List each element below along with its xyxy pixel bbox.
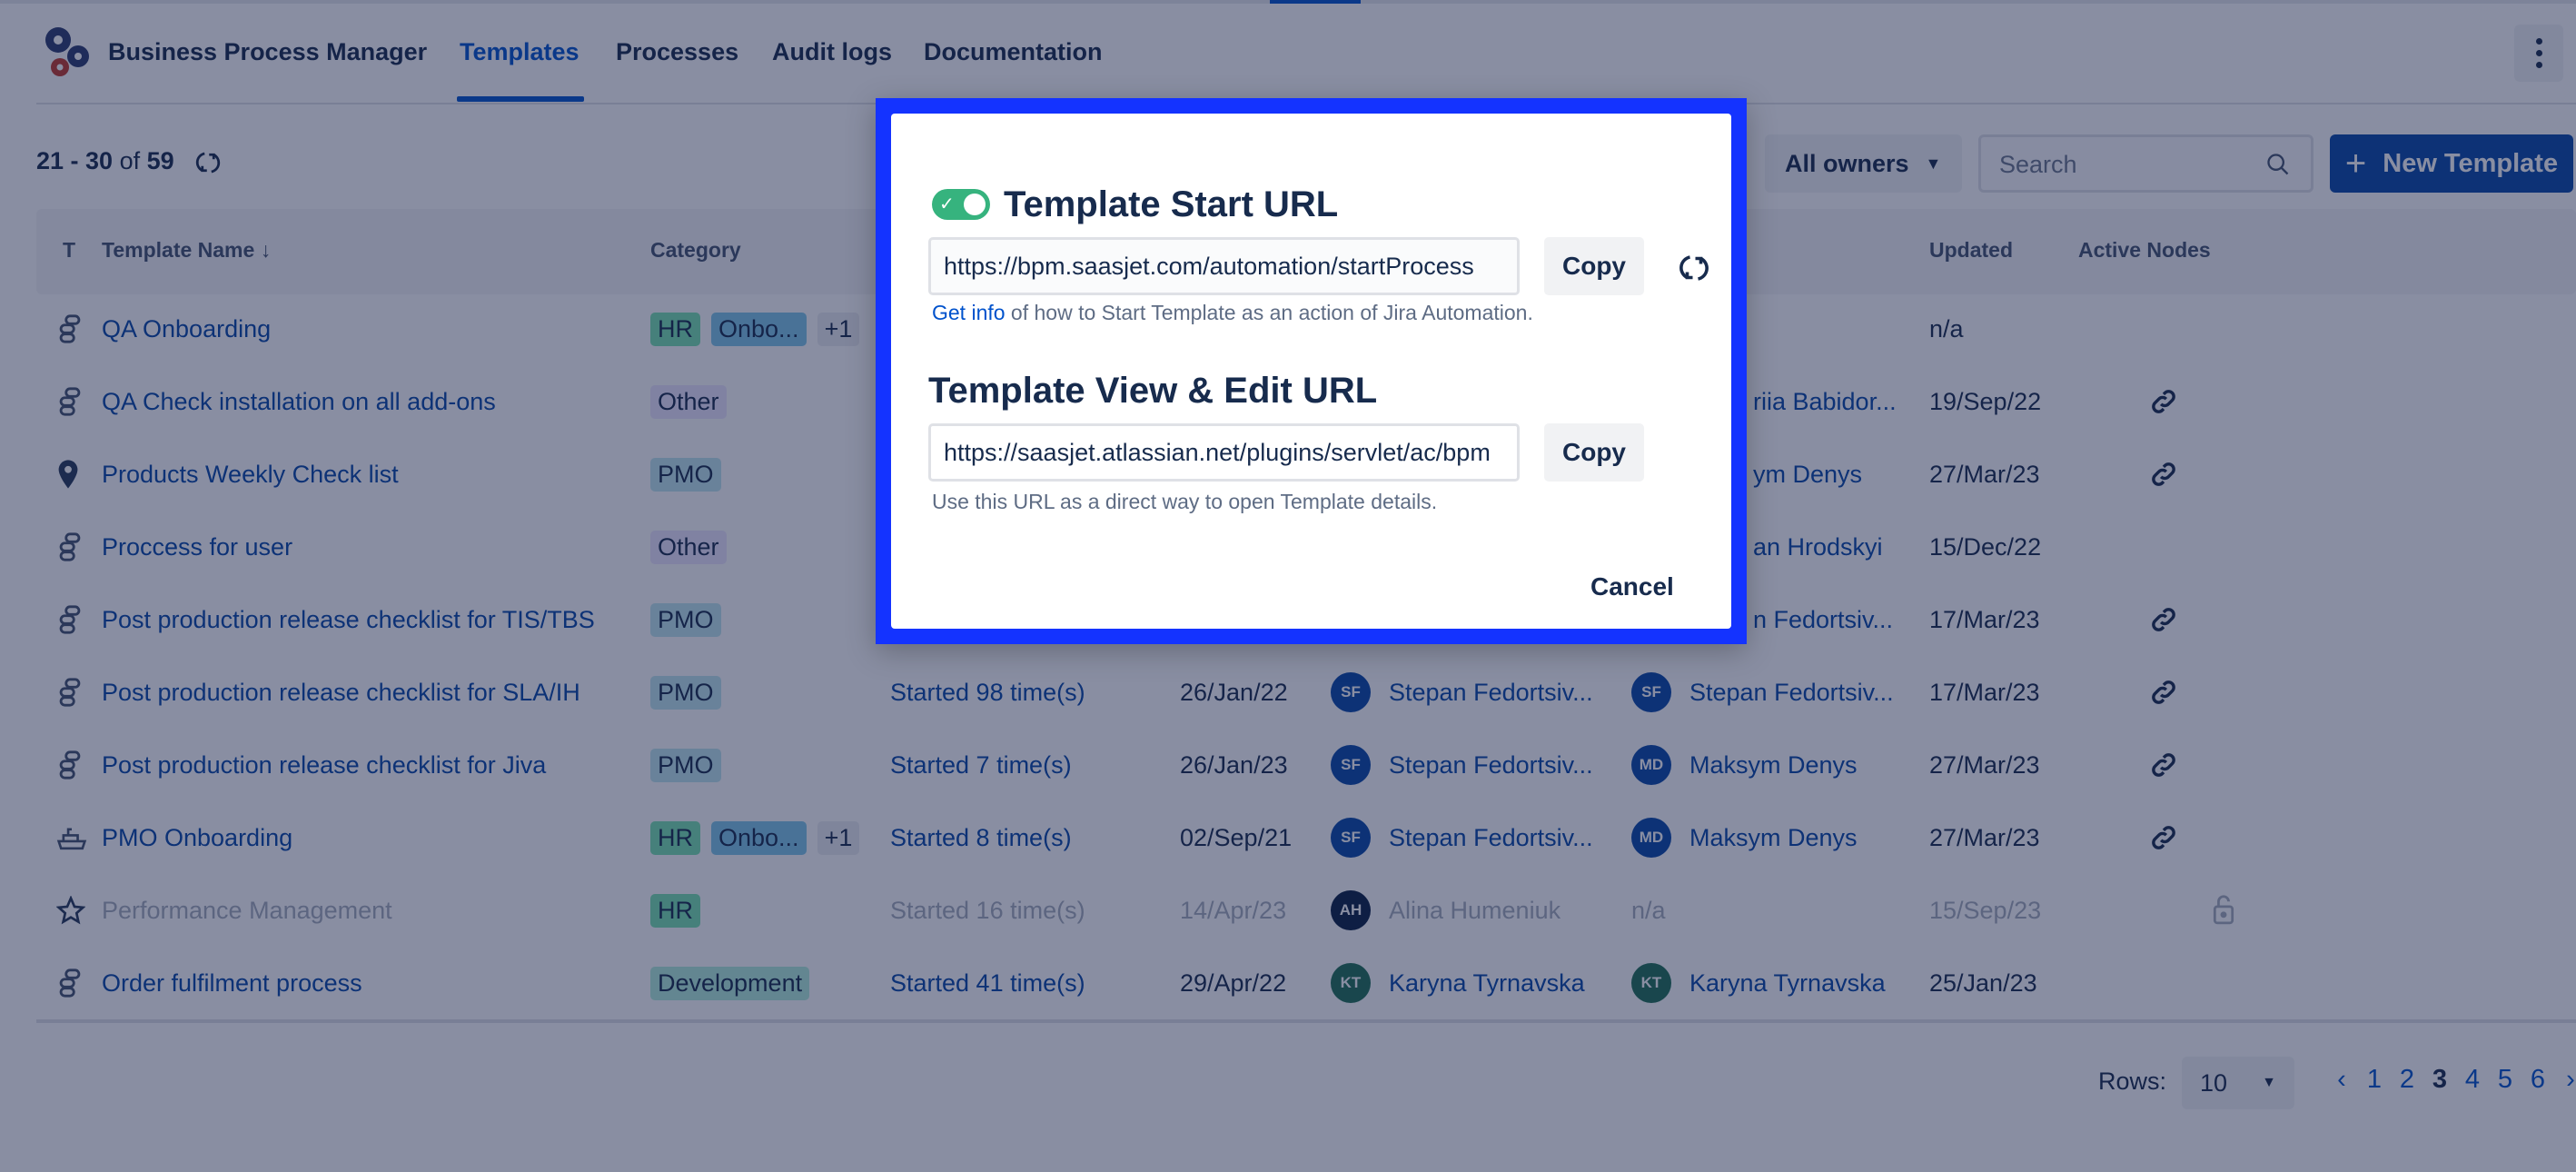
- get-info-link[interactable]: Get info: [932, 301, 1006, 324]
- start-url-input[interactable]: [928, 237, 1520, 295]
- view-url-input[interactable]: [928, 423, 1520, 482]
- start-url-help: Get info of how to Start Template as an …: [932, 301, 1533, 324]
- copy-view-url-button[interactable]: Copy: [1544, 423, 1644, 482]
- start-url-title: Template Start URL: [1004, 184, 1339, 224]
- template-url-dialog: ✓ Template Start URL Copy Get info of ho…: [876, 98, 1747, 644]
- view-url-title: Template View & Edit URL: [928, 371, 1378, 411]
- regenerate-url-icon[interactable]: [1678, 252, 1710, 284]
- cancel-button[interactable]: Cancel: [1590, 572, 1674, 601]
- copy-start-url-button[interactable]: Copy: [1544, 237, 1644, 295]
- check-icon: ✓: [939, 194, 955, 214]
- start-url-toggle[interactable]: ✓: [932, 189, 990, 220]
- view-url-help: Use this URL as a direct way to open Tem…: [932, 490, 1438, 513]
